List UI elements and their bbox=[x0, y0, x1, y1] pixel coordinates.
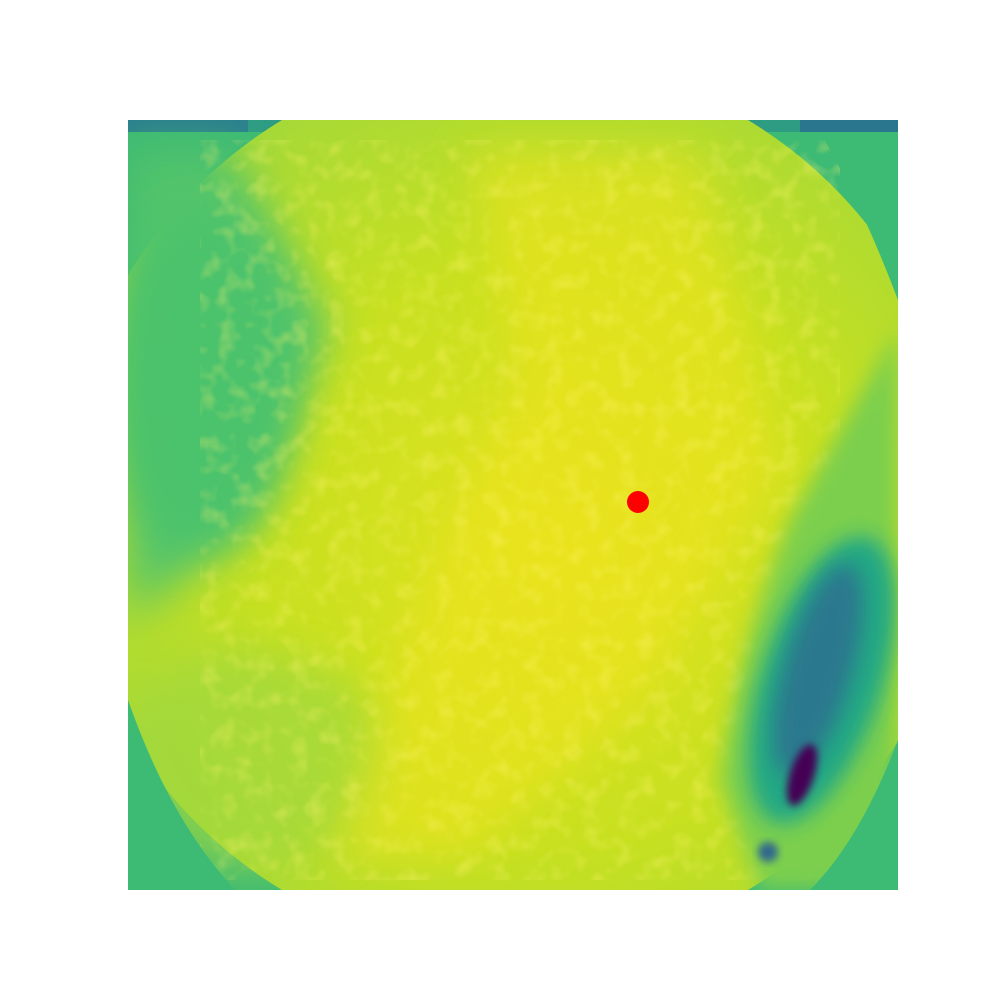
heatmap-corner-bottom-right bbox=[810, 740, 898, 890]
heatmap-corner-top-right bbox=[820, 132, 898, 300]
heatmap-area bbox=[128, 120, 898, 890]
heatmap-low-spot-middle bbox=[773, 563, 863, 777]
heatmap-top-left-corner bbox=[128, 120, 248, 132]
heatmap-low-spot-tail bbox=[758, 842, 778, 862]
heatmap-corner-bottom-left bbox=[128, 700, 235, 890]
heatmap-top-right-corner bbox=[800, 120, 898, 132]
heatmap-low-spot-core bbox=[786, 744, 818, 806]
red-marker-point bbox=[627, 491, 649, 513]
